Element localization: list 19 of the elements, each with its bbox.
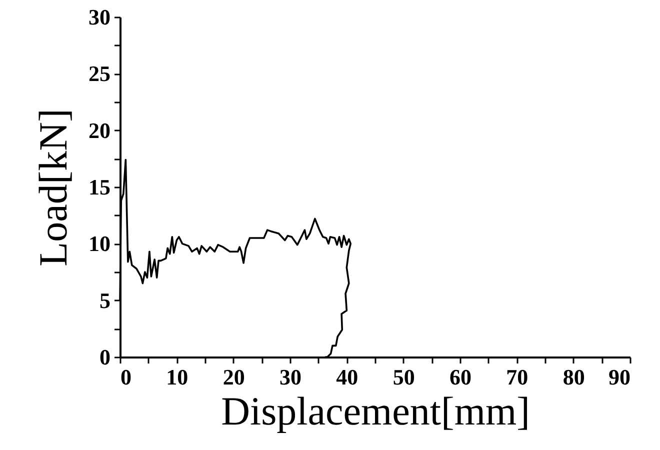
y-tick-label: 25	[88, 61, 110, 86]
x-tick-label: 20	[222, 364, 245, 390]
x-tick-label: 40	[336, 364, 358, 390]
x-tick-label: 30	[280, 364, 302, 390]
y-tick-label: 5	[100, 288, 110, 313]
y-tick-label: 15	[88, 174, 110, 200]
x-tick-label: 0	[120, 364, 132, 390]
x-tick-label: 90	[608, 364, 630, 390]
x-tick-label: 10	[166, 364, 188, 390]
x-tick-label: 70	[506, 364, 528, 390]
x-tick-label: 80	[562, 364, 585, 390]
y-tick-label: 0	[100, 344, 110, 370]
y-axis-title: Load[kN]	[30, 108, 76, 266]
y-tick-label: 10	[88, 231, 110, 256]
x-tick-label: 60	[450, 364, 472, 390]
x-axis-title: Displacement[mm]	[221, 388, 530, 434]
x-tick-label: 50	[392, 364, 415, 390]
y-tick-label: 20	[88, 118, 110, 143]
y-tick-label: 30	[88, 4, 110, 30]
